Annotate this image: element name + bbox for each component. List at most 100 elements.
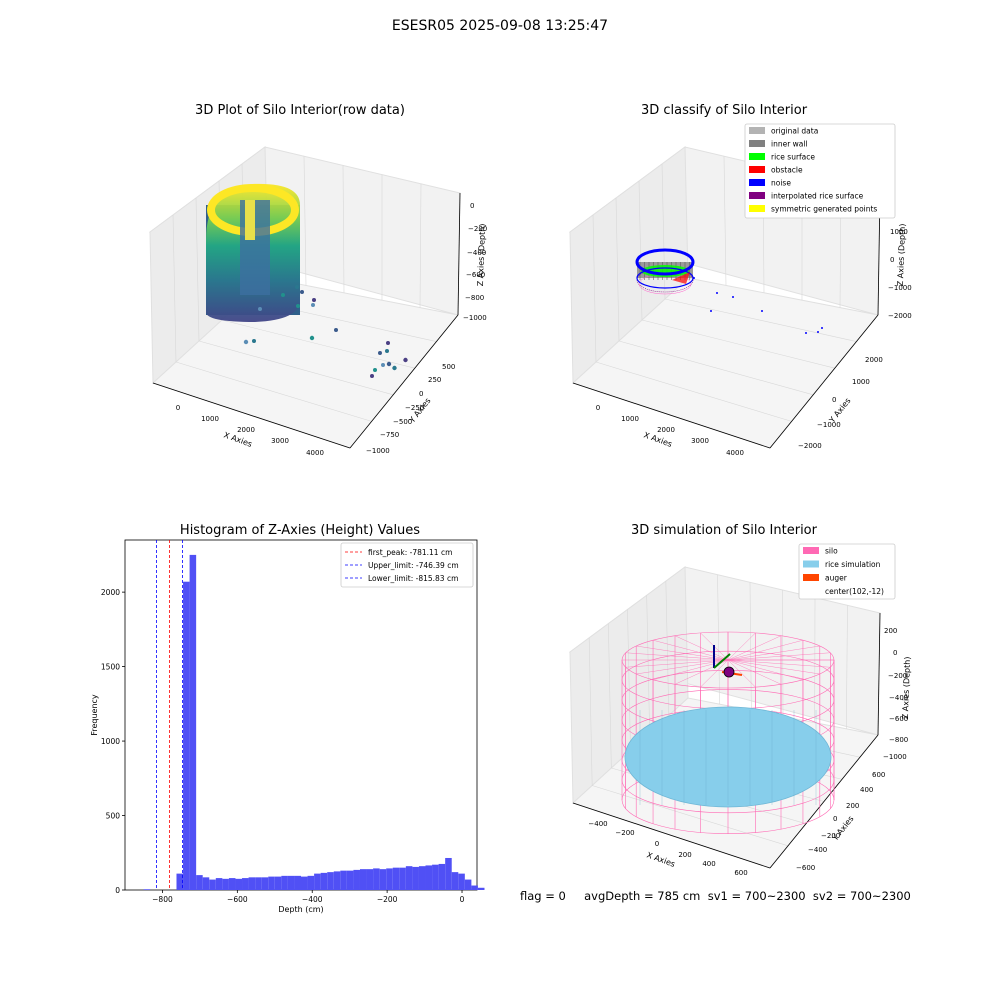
panel4-silo-spoke bbox=[652, 640, 729, 661]
panel2-grid bbox=[618, 340, 814, 396]
panel2-x-tick-label: 3000 bbox=[691, 437, 709, 445]
panel4-x-tick-label: 200 bbox=[678, 851, 691, 859]
panel4-z-tick-label: 0 bbox=[893, 649, 897, 657]
panel1-z-axis-line bbox=[457, 192, 461, 316]
histogram-legend-label: Lower_limit: -815.83 cm bbox=[368, 574, 458, 583]
panel1-y-tick-label: −1000 bbox=[366, 447, 390, 455]
panel2-legend bbox=[744, 123, 896, 219]
panel1-grid bbox=[198, 340, 394, 396]
panel4-grid bbox=[665, 581, 670, 716]
histogram-bar bbox=[445, 857, 452, 890]
histogram-x-tick-label: −800 bbox=[152, 895, 173, 904]
panel4-grid bbox=[717, 574, 720, 705]
panel1-outlier-point bbox=[403, 357, 408, 363]
panel4-legend-box bbox=[798, 543, 896, 600]
histogram-bar bbox=[320, 872, 328, 890]
panel1-x-tick-label: 3000 bbox=[271, 437, 289, 445]
panel2-z-tick-label: −1000 bbox=[888, 284, 912, 292]
panel2-y-tick-label: 0 bbox=[832, 396, 836, 404]
histogram-bar bbox=[248, 877, 256, 890]
panel4-z-axis-label: Z Axies (Depth) bbox=[901, 656, 912, 719]
histogram-legend-label: Upper_limit: -746.39 cm bbox=[368, 561, 459, 570]
panel1-grid bbox=[172, 214, 177, 363]
histogram-bar bbox=[471, 885, 478, 890]
panel4-y-tick-label: −400 bbox=[808, 846, 827, 854]
panel1-scatter-point bbox=[373, 368, 377, 372]
panel2-title: 3D classify of Silo Interior bbox=[640, 103, 808, 118]
panel1-outlier-point bbox=[309, 335, 315, 341]
panel2-x-tick-label: 4000 bbox=[726, 449, 744, 457]
panel4-center-axis-y bbox=[713, 653, 731, 669]
panel4-grid bbox=[592, 785, 789, 847]
panel2-y-tick-label: −2000 bbox=[798, 442, 822, 450]
panel2-legend-box bbox=[744, 123, 896, 219]
histogram-y-tick-label: 2000 bbox=[101, 588, 120, 597]
panel4-z-tick-label: −400 bbox=[889, 694, 908, 702]
panel2-obstacle bbox=[672, 272, 690, 284]
panel4-silo-spoke bbox=[727, 659, 820, 675]
panel1-scatter-point bbox=[281, 293, 285, 297]
histogram-bar bbox=[373, 868, 380, 890]
panel4-grid bbox=[608, 623, 612, 769]
panel1-grid bbox=[303, 156, 307, 286]
panel2-legend-label: noise bbox=[771, 179, 791, 188]
figure-title: ESESR05 2025-09-08 13:25:47 bbox=[391, 18, 609, 34]
panel4-silo-spoke bbox=[727, 659, 804, 680]
panel4-legend-swatch bbox=[803, 547, 819, 554]
panel2-legend-swatch bbox=[749, 192, 765, 199]
panel4-x-axis-label: X Axies bbox=[645, 850, 676, 869]
panel2-legend-swatch bbox=[749, 127, 765, 134]
panel2-legend-label: interpolated rice surface bbox=[771, 192, 864, 201]
panel4-legend-swatch bbox=[803, 574, 819, 581]
histogram-bar bbox=[458, 873, 465, 890]
histogram-bar bbox=[287, 875, 295, 890]
histogram-bar bbox=[399, 867, 406, 890]
panel1-grid bbox=[342, 165, 345, 293]
histogram-bar bbox=[386, 868, 393, 890]
panel2-y-axis-line bbox=[769, 314, 879, 449]
panel4-grid bbox=[646, 595, 650, 734]
histogram-bar bbox=[307, 875, 315, 890]
panel4-legend bbox=[798, 543, 896, 600]
histogram-bar bbox=[235, 878, 243, 890]
panel1-grid bbox=[221, 319, 415, 369]
panel1-y-tick-label: 0 bbox=[419, 390, 423, 398]
panel1-z-tick-label: −600 bbox=[466, 271, 485, 279]
panel1-x-axis-line bbox=[152, 382, 351, 449]
panel4-z-tick-label: −200 bbox=[888, 672, 907, 680]
panel2-grid bbox=[723, 156, 727, 286]
panel2-noise-point bbox=[716, 292, 718, 294]
panel2-grid bbox=[638, 180, 643, 321]
panel2-legend-label: symmetric generated points bbox=[771, 205, 877, 214]
histogram-y-tick-label: 1000 bbox=[101, 737, 120, 746]
panel1-scatter-point bbox=[386, 341, 390, 345]
histogram-bar bbox=[346, 870, 354, 890]
panel2-legend-swatch bbox=[749, 153, 765, 160]
histogram-bar bbox=[228, 878, 236, 890]
histogram-bar bbox=[222, 878, 229, 890]
histogram-bar bbox=[281, 875, 288, 890]
panel4-x-tick-label: 400 bbox=[702, 860, 715, 868]
histogram-x-axis-label: Depth (cm) bbox=[278, 905, 323, 914]
panel2-z-tick-label: 0 bbox=[890, 256, 894, 264]
panel4-y-tick-label: 400 bbox=[860, 786, 873, 794]
histogram-bar bbox=[477, 887, 485, 890]
panel1-scatter-point bbox=[311, 303, 315, 307]
histogram-y-axis-label: Frequency bbox=[90, 694, 99, 736]
panel4-grid bbox=[749, 582, 752, 711]
panel2-grid bbox=[595, 361, 792, 422]
histogram-bar bbox=[464, 879, 472, 890]
panel2-grid bbox=[615, 197, 620, 342]
panel4-legend-label: silo bbox=[825, 547, 838, 556]
panel1-scatter-point bbox=[295, 285, 299, 289]
histogram-bar bbox=[268, 876, 275, 890]
histogram-bar bbox=[202, 877, 210, 890]
panel4-y-tick-label: −600 bbox=[796, 864, 815, 872]
histogram-y-tick-label: 1500 bbox=[101, 663, 120, 672]
status-line: flag = 0 avgDepth = 785 cm sv1 = 700~230… bbox=[520, 889, 911, 903]
histogram-bar bbox=[215, 878, 223, 890]
panel1-grid bbox=[175, 361, 372, 422]
panel2-grid bbox=[592, 214, 597, 363]
panel4-silo-simulation bbox=[621, 631, 835, 834]
